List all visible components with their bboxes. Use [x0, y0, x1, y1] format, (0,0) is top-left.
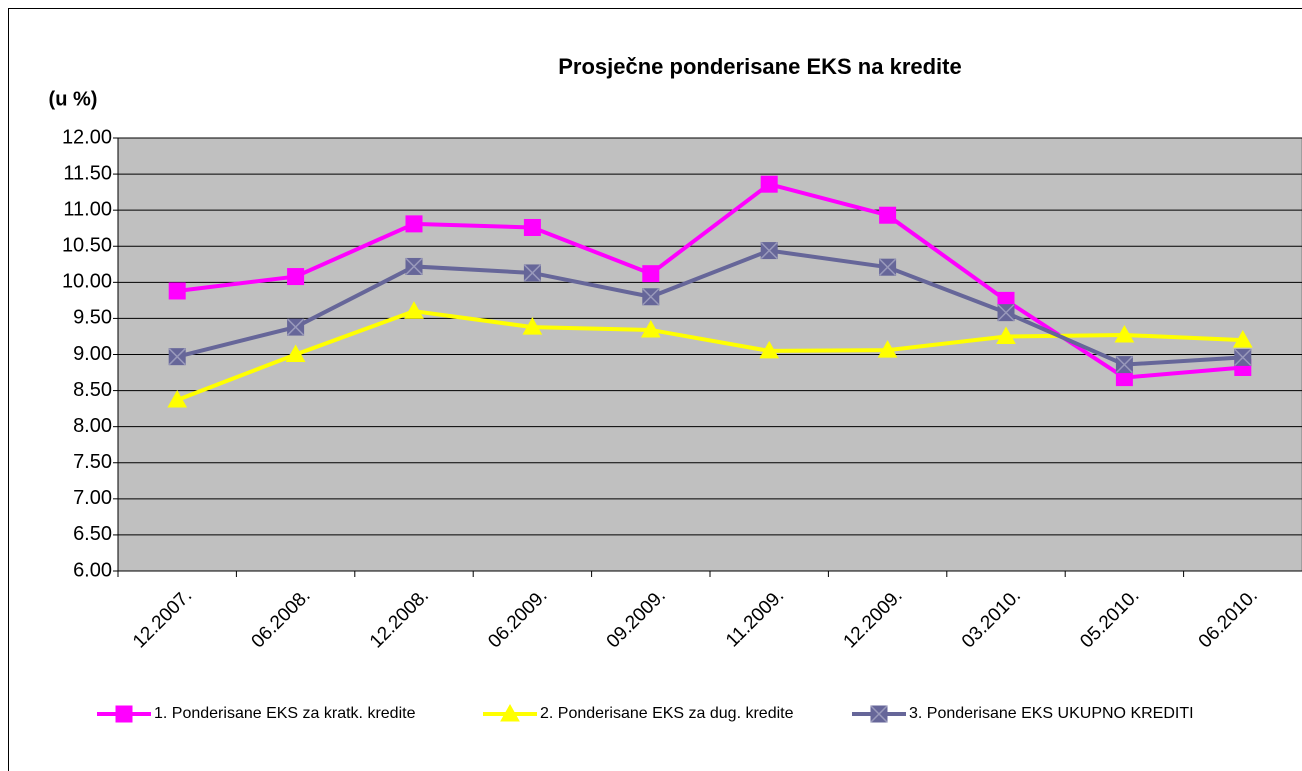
- marker-cross: [1115, 356, 1133, 374]
- marker: [405, 257, 423, 275]
- marker-shape: [642, 265, 660, 283]
- marker: [1114, 324, 1135, 343]
- y-axis-label: (u %): [49, 88, 98, 110]
- marker-cross: [287, 318, 305, 336]
- marker-shape: [1232, 330, 1253, 348]
- marker: [1232, 330, 1253, 348]
- marker: [167, 389, 188, 408]
- marker: [287, 268, 305, 286]
- marker-shape: [404, 301, 424, 319]
- marker-shape: [877, 340, 898, 358]
- marker-shape: [879, 206, 897, 224]
- marker: [997, 304, 1015, 322]
- marker-shape: [285, 344, 306, 362]
- marker-cross: [760, 242, 778, 260]
- marker: [642, 288, 660, 306]
- marker-shape: [167, 389, 188, 408]
- y-tick-label: 11.50: [63, 162, 112, 184]
- marker: [640, 319, 661, 338]
- marker: [879, 258, 897, 276]
- marker: [760, 175, 778, 193]
- marker-cross: [1234, 348, 1252, 366]
- chart-title: Prosječne ponderisane EKS na kredite: [558, 54, 961, 79]
- marker: [760, 242, 778, 260]
- marker: [285, 344, 306, 362]
- marker: [404, 301, 424, 319]
- marker: [642, 265, 660, 283]
- marker: [405, 215, 423, 233]
- legend-label: 3. Ponderisane EKS UKUPNO KREDITI: [909, 705, 1194, 722]
- marker-shape: [760, 175, 778, 193]
- marker: [523, 218, 541, 236]
- y-tick-label: 10.00: [62, 271, 112, 293]
- marker-shape: [1114, 324, 1135, 343]
- y-tick-label: 7.50: [73, 451, 112, 473]
- marker: [996, 326, 1016, 344]
- legend-label: 1. Ponderisane EKS za kratk. kredite: [154, 705, 416, 722]
- marker-shape: [168, 282, 186, 300]
- marker: [168, 348, 186, 366]
- marker: [759, 340, 780, 359]
- marker-shape: [640, 319, 661, 338]
- marker: [287, 318, 305, 336]
- marker-shape: [759, 340, 780, 359]
- y-tick-label: 8.50: [73, 379, 112, 401]
- marker-cross: [405, 257, 423, 275]
- marker-shape: [115, 705, 133, 723]
- marker-shape: [405, 215, 423, 233]
- y-tick-label: 11.00: [63, 198, 112, 220]
- marker-cross: [879, 258, 897, 276]
- marker-shape: [996, 326, 1016, 344]
- marker-cross: [523, 264, 541, 282]
- marker-cross: [997, 304, 1015, 322]
- y-tick-label: 9.50: [73, 307, 112, 329]
- marker: [522, 317, 543, 335]
- legend-marker: [870, 705, 888, 723]
- marker: [1234, 348, 1252, 366]
- marker-shape: [522, 317, 543, 335]
- marker: [879, 206, 897, 224]
- marker-shape: [500, 703, 520, 722]
- marker-shape: [287, 268, 305, 286]
- y-tick-label: 10.50: [62, 235, 112, 257]
- marker-shape: [523, 218, 541, 236]
- series-line: [176, 309, 1243, 402]
- y-tick-label: 8.00: [73, 415, 112, 437]
- marker: [877, 340, 898, 358]
- y-tick-label: 6.00: [73, 559, 112, 581]
- legend-marker: [500, 703, 520, 722]
- y-tick-label: 9.00: [73, 343, 112, 365]
- y-tick-label: 12.00: [62, 126, 112, 148]
- marker: [523, 264, 541, 282]
- marker-cross: [870, 705, 888, 723]
- legend-marker: [115, 705, 133, 723]
- y-tick-label: 6.50: [73, 523, 112, 545]
- marker-cross: [642, 288, 660, 306]
- series-line: [176, 248, 1243, 367]
- marker: [1115, 356, 1133, 374]
- marker-cross: [168, 348, 186, 366]
- marker: [168, 282, 186, 300]
- y-tick-label: 7.00: [73, 487, 112, 509]
- legend-label: 2. Ponderisane EKS za dug. kredite: [540, 705, 794, 722]
